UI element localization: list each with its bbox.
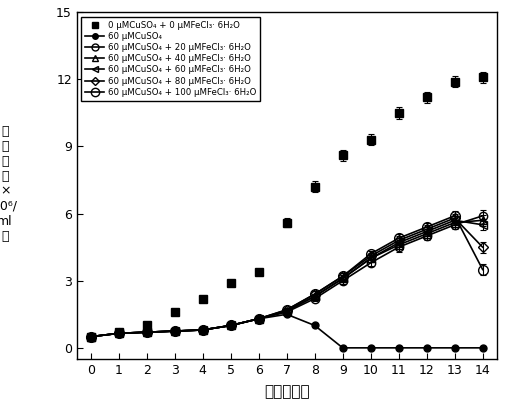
Text: 细
胞
数
（
×
10⁶/
ml
）: 细 胞 数 （ × 10⁶/ ml ） [0, 124, 17, 243]
X-axis label: 时间（天）: 时间（天） [264, 384, 310, 399]
Legend: 0 μMCuSO₄ + 0 μMFeCl₃· 6H₂O, 60 μMCuSO₄, 60 μMCuSO₄ + 20 μMFeCl₃· 6H₂O, 60 μMCuS: 0 μMCuSO₄ + 0 μMFeCl₃· 6H₂O, 60 μMCuSO₄,… [81, 17, 261, 101]
